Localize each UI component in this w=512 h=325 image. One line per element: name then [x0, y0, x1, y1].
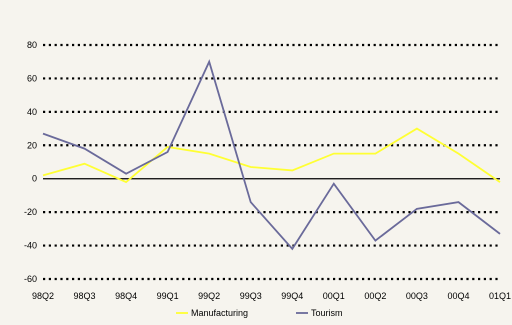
y-tick-label: 20	[27, 140, 37, 150]
y-tick-label: -20	[24, 207, 37, 217]
y-axis-tick-labels: 80 60 40 20 0 -20 -40 -60	[24, 40, 37, 284]
series-line-tourism	[42, 59, 501, 251]
x-tick-label: 99Q3	[240, 291, 262, 301]
x-tick-label: 00Q2	[364, 291, 386, 301]
x-tick-label: 00Q1	[323, 291, 345, 301]
y-tick-label: 40	[27, 107, 37, 117]
legend-label: Tourism	[311, 308, 343, 318]
series-line-manufacturing	[42, 127, 501, 184]
x-tick-label: 98Q4	[115, 291, 137, 301]
x-tick-label: 99Q4	[281, 291, 303, 301]
x-tick-label: 99Q1	[157, 291, 179, 301]
x-tick-label: 00Q4	[447, 291, 469, 301]
x-tick-label: 98Q2	[32, 291, 54, 301]
y-tick-label: -60	[24, 274, 37, 284]
legend: Manufacturing Tourism	[176, 308, 343, 318]
gridlines	[43, 43, 500, 281]
x-axis-tick-labels: 98Q2 98Q3 98Q4 99Q1 99Q2 99Q3 99Q4 00Q1 00Q2 00Q3…	[32, 291, 511, 301]
y-tick-label: 80	[27, 40, 37, 50]
y-tick-label: -40	[24, 241, 37, 251]
x-tick-label: 99Q2	[198, 291, 220, 301]
y-tick-label: 60	[27, 73, 37, 83]
x-tick-label: 00Q3	[406, 291, 428, 301]
series-lines	[42, 59, 501, 251]
x-tick-label: 01Q1	[489, 291, 511, 301]
x-tick-label: 98Q3	[74, 291, 96, 301]
y-tick-label: 0	[32, 174, 37, 184]
legend-label: Manufacturing	[191, 308, 248, 318]
